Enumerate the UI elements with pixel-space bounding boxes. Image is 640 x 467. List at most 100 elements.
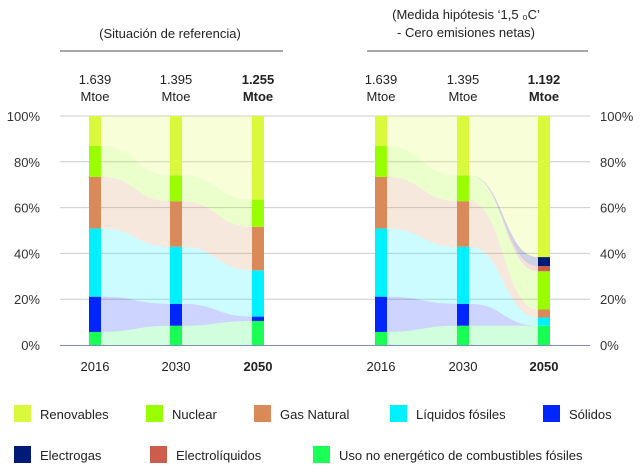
legend-label: Líquidos fósiles bbox=[416, 407, 506, 422]
y-tick-label-right: 40% bbox=[600, 246, 626, 261]
panel-title: - Cero emisiones netas) bbox=[397, 25, 535, 40]
bar-segment bbox=[170, 175, 182, 202]
bar-segment bbox=[170, 325, 182, 345]
flow-band bbox=[101, 325, 170, 345]
legend-label: Electrolíquidos bbox=[176, 448, 262, 463]
flow-band bbox=[101, 145, 170, 202]
flow-band bbox=[469, 246, 538, 326]
bar-segment bbox=[538, 257, 550, 266]
legend-label: Nuclear bbox=[172, 407, 217, 422]
legend-swatch bbox=[254, 405, 271, 422]
legend-item: Renovables bbox=[14, 405, 109, 422]
y-tick-label-left: 40% bbox=[14, 246, 40, 261]
x-tick-label: 2016 bbox=[367, 359, 396, 374]
x-tick-label: 2030 bbox=[449, 359, 478, 374]
legend-label: Electrogas bbox=[40, 448, 102, 463]
bar-segment bbox=[457, 303, 469, 326]
bar-segment bbox=[170, 116, 182, 176]
total-unit: Mtoe bbox=[162, 89, 191, 104]
total-value: 1.192 bbox=[528, 72, 561, 87]
legend-item: Líquidos fósiles bbox=[390, 405, 506, 422]
bar-segment bbox=[457, 325, 469, 345]
flow-band bbox=[182, 320, 252, 345]
bar-segment bbox=[375, 176, 387, 229]
flow-band bbox=[182, 116, 252, 200]
x-tick-label: 2016 bbox=[81, 359, 110, 374]
legend-item: Gas Natural bbox=[254, 405, 349, 422]
flow-band bbox=[387, 228, 457, 304]
legend-swatch bbox=[146, 405, 163, 422]
total-value: 1.395 bbox=[160, 72, 193, 87]
legend-label: Sólidos bbox=[569, 407, 612, 422]
legend-item: Electrolíquidos bbox=[150, 446, 262, 463]
legend-label: Gas Natural bbox=[280, 407, 349, 422]
x-tick-label: 2050 bbox=[244, 359, 273, 374]
x-tick-label: 2050 bbox=[530, 359, 559, 374]
bar-segment bbox=[457, 175, 469, 202]
legend-label: Renovables bbox=[40, 407, 109, 422]
total-value: 1.255 bbox=[242, 72, 275, 87]
flow-band bbox=[101, 296, 170, 332]
total-value: 1.639 bbox=[79, 72, 112, 87]
y-tick-label-left: 20% bbox=[14, 292, 40, 307]
flow-band bbox=[387, 176, 457, 247]
bar-segment bbox=[89, 116, 101, 146]
legend-swatch bbox=[390, 405, 407, 422]
bar-segment bbox=[538, 271, 550, 310]
bar-segment bbox=[538, 309, 550, 318]
flow-band bbox=[469, 116, 538, 258]
flow-band bbox=[182, 175, 252, 227]
bar-segment bbox=[457, 201, 469, 247]
panel-title: (Medida hipótesis ‘1,5 ₀C’ bbox=[392, 7, 540, 22]
bar-segment bbox=[89, 296, 101, 332]
bar-segment bbox=[375, 116, 387, 146]
bar-segment bbox=[538, 116, 550, 258]
bar-segment bbox=[538, 325, 550, 345]
bar-segment bbox=[375, 331, 387, 345]
flow-band bbox=[182, 201, 252, 271]
bar-segment bbox=[89, 228, 101, 297]
bar-segment bbox=[252, 316, 264, 321]
flow-band bbox=[387, 145, 457, 202]
flow-band bbox=[387, 296, 457, 332]
bar-segment bbox=[170, 246, 182, 304]
bar-segment bbox=[252, 116, 264, 200]
flow-band bbox=[387, 325, 457, 345]
y-tick-label-right: 20% bbox=[600, 292, 626, 307]
total-unit: Mtoe bbox=[367, 89, 396, 104]
y-tick-label-right: 0% bbox=[600, 338, 619, 353]
legend-swatch bbox=[14, 446, 31, 463]
y-tick-label-left: 100% bbox=[7, 109, 41, 124]
flow-band bbox=[101, 228, 170, 304]
bar-segment bbox=[252, 226, 264, 271]
bar-segment bbox=[170, 201, 182, 247]
bar-segment bbox=[89, 331, 101, 345]
legend-swatch bbox=[543, 405, 560, 422]
bar-segment bbox=[89, 176, 101, 229]
x-tick-label: 2030 bbox=[162, 359, 191, 374]
bar-segment bbox=[252, 199, 264, 227]
flow-band bbox=[469, 175, 538, 266]
flow-band bbox=[469, 201, 538, 318]
flow-band bbox=[101, 116, 170, 176]
bar-segment bbox=[252, 320, 264, 345]
total-value: 1.639 bbox=[365, 72, 398, 87]
flow-band bbox=[182, 303, 252, 326]
flow-band bbox=[101, 176, 170, 247]
bar-segment bbox=[375, 296, 387, 332]
flow-band bbox=[469, 303, 538, 326]
bar-segment bbox=[457, 246, 469, 304]
legend-swatch bbox=[313, 446, 330, 463]
bar-segment bbox=[252, 270, 264, 317]
flow-band bbox=[469, 175, 538, 272]
legend-item: Electrogas bbox=[14, 446, 102, 463]
y-tick-label-right: 80% bbox=[600, 155, 626, 170]
legend-swatch bbox=[14, 405, 31, 422]
bar-segment bbox=[170, 303, 182, 326]
legend-label: Uso no energético de combustibles fósile… bbox=[339, 448, 583, 463]
bar-segment bbox=[89, 145, 101, 177]
bar-segment bbox=[457, 116, 469, 176]
y-tick-label-left: 80% bbox=[14, 155, 40, 170]
legend-item: Uso no energético de combustibles fósile… bbox=[313, 446, 583, 463]
